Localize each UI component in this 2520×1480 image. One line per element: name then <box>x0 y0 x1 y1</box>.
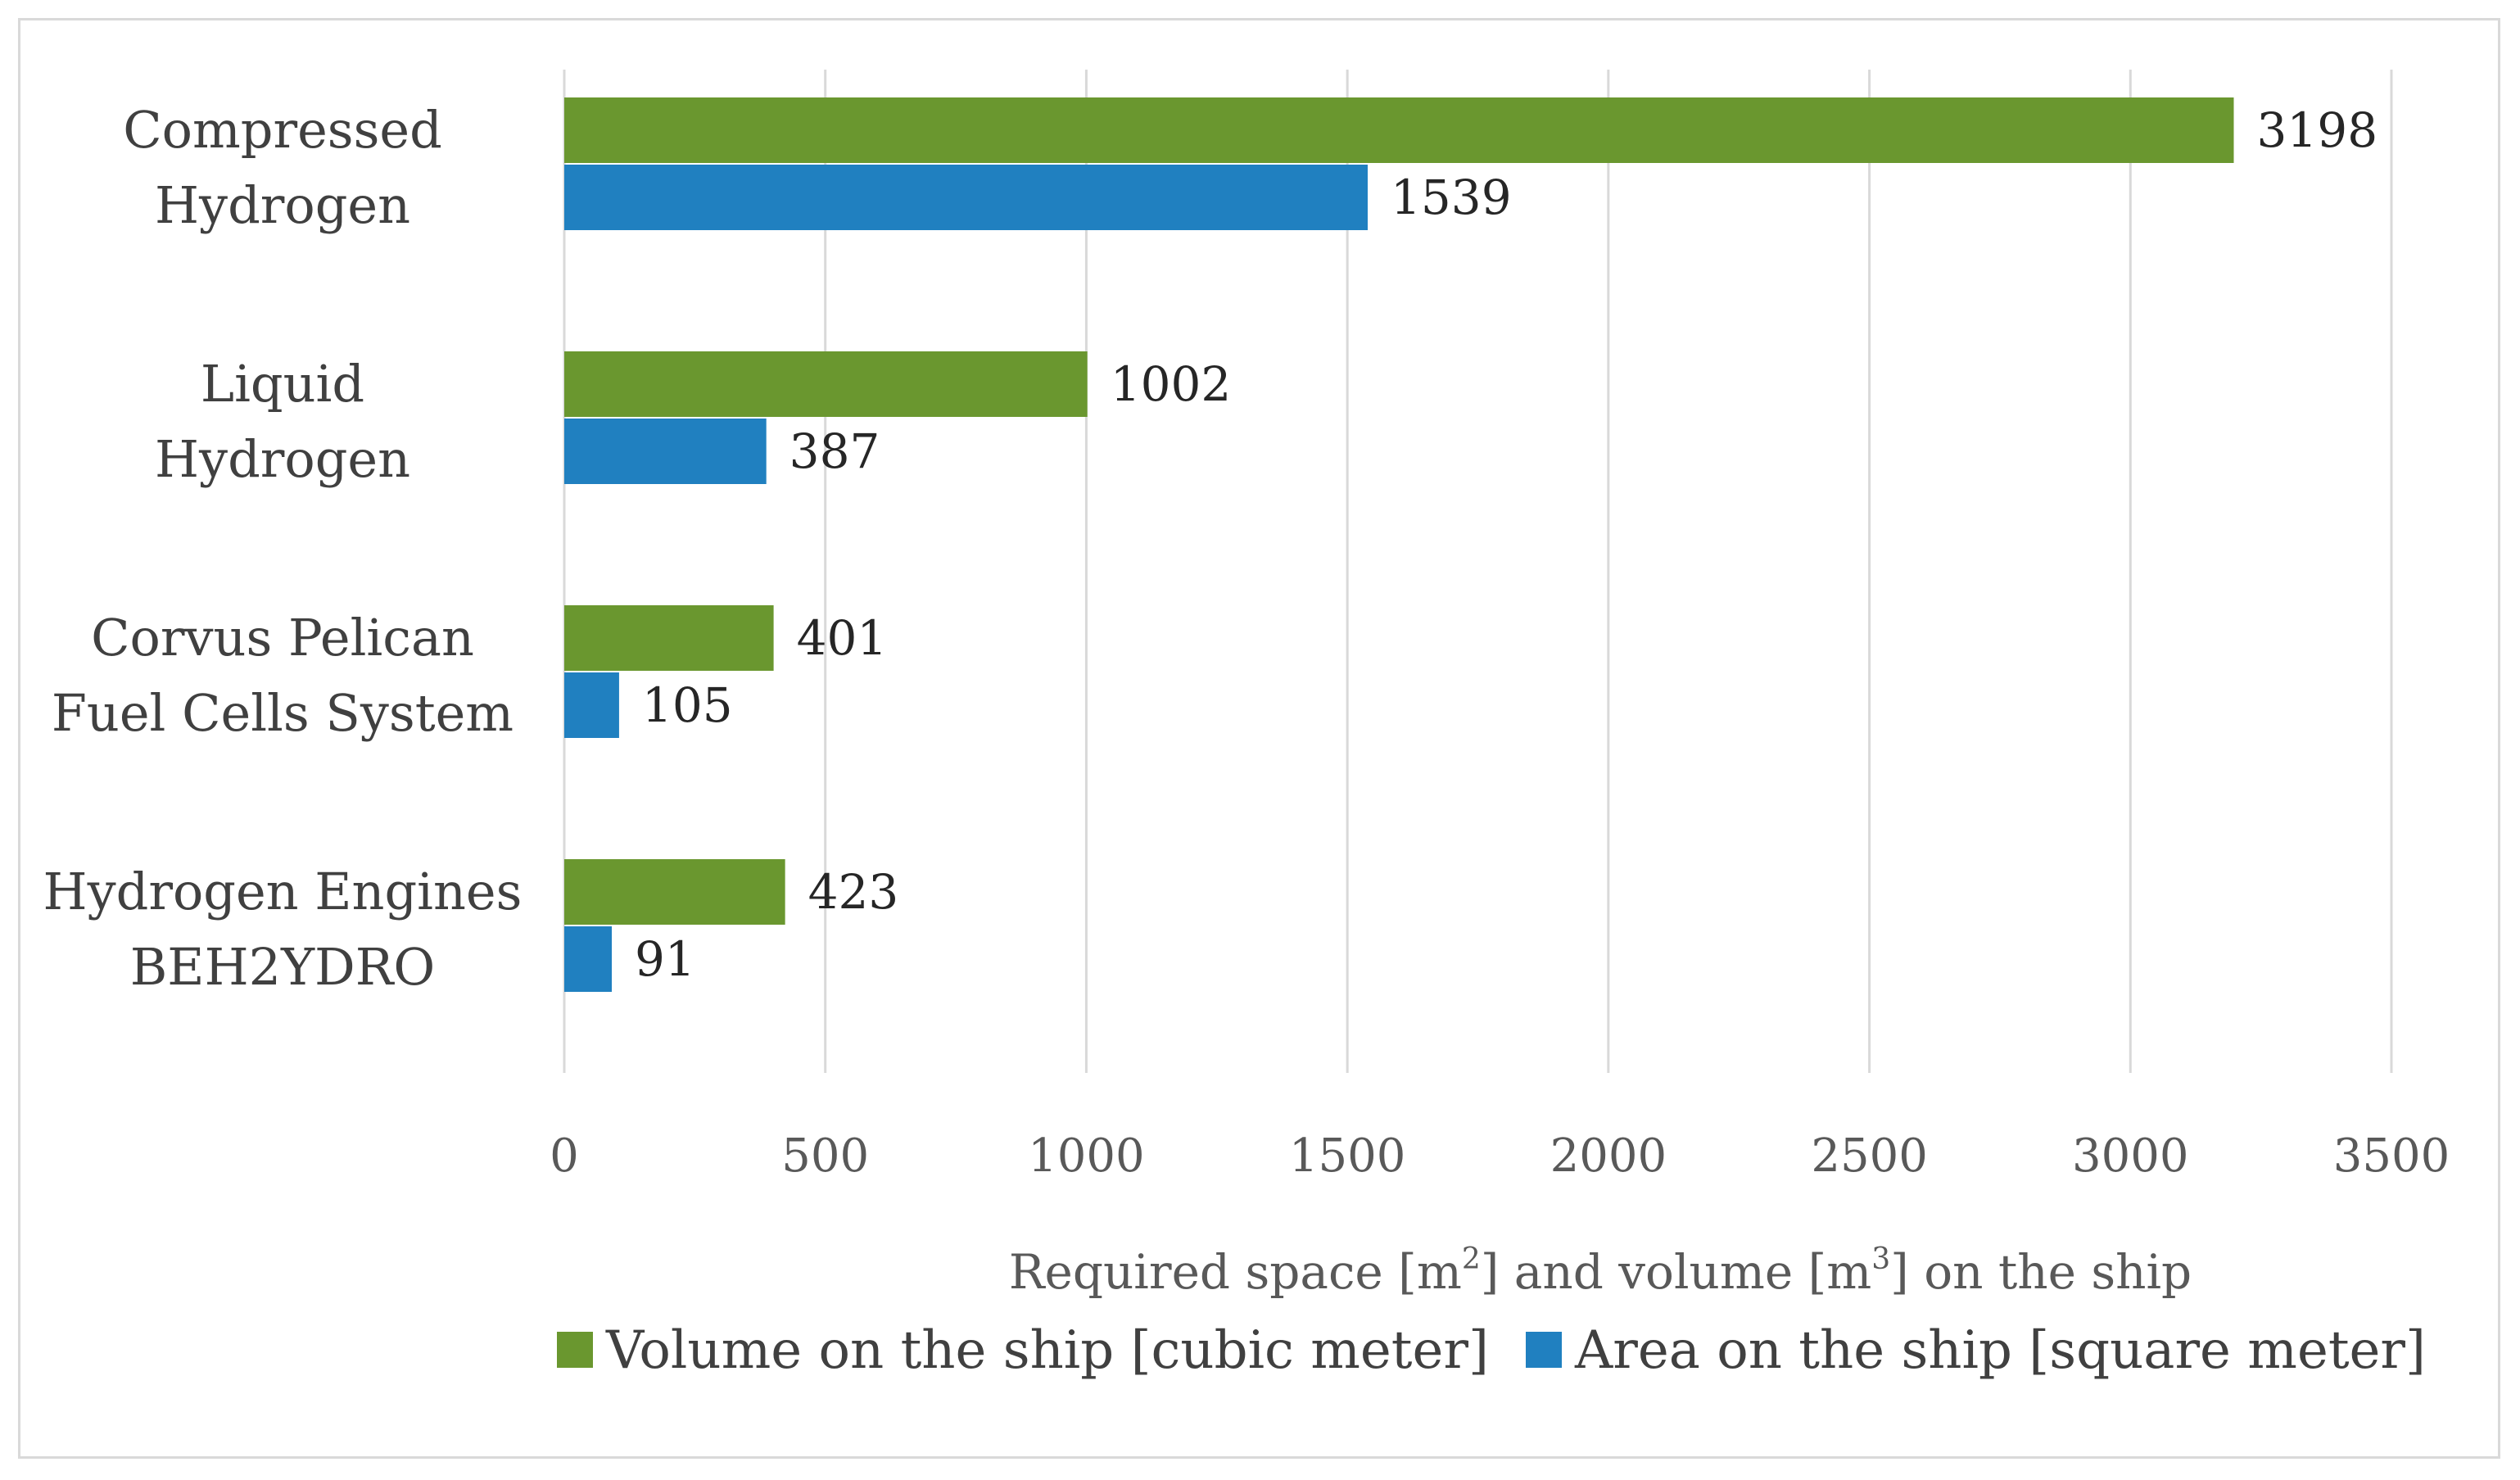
legend-swatch-volume <box>557 1332 593 1368</box>
legend: Volume on the ship [cubic meter] Area on … <box>557 1320 2426 1381</box>
legend-swatch-area <box>1526 1332 1562 1368</box>
x-tick-label: 500 <box>781 1129 869 1183</box>
x-tick-label: 1000 <box>1028 1129 1145 1183</box>
value-labels: 3198 1539 1002 387 401 105 423 91 <box>635 102 2377 987</box>
data-label: 91 <box>635 931 695 987</box>
x-tick-label: 3500 <box>2333 1129 2450 1183</box>
category-label: Corvus Pelican Fuel Cells System <box>52 608 514 743</box>
x-tick-label: 2500 <box>1811 1129 1928 1183</box>
data-label: 387 <box>789 423 880 479</box>
bars <box>564 97 2234 992</box>
bar-area-2 <box>564 672 619 738</box>
chart-frame <box>18 18 2500 1459</box>
bar-area-3 <box>564 926 613 992</box>
category-label: Liquid Hydrogen <box>155 354 410 489</box>
data-label: 1002 <box>1111 356 1232 412</box>
data-label: 105 <box>642 677 733 733</box>
category-labels: Compressed Hydrogen Liquid Hydrogen Corvus P… <box>43 100 523 997</box>
category-label: Compressed Hydrogen <box>123 100 442 235</box>
category-label: Hydrogen Engines BEH2YDRO <box>43 862 523 997</box>
bar-volume-3 <box>564 859 785 925</box>
data-label: 423 <box>808 864 899 920</box>
x-tick-label: 1500 <box>1289 1129 1406 1183</box>
data-label: 1539 <box>1391 170 1512 225</box>
bar-area-0 <box>564 165 1369 230</box>
data-label: 3198 <box>2256 102 2377 158</box>
x-tick-label: 0 <box>550 1129 579 1183</box>
x-axis-title: Required space [m2] and volume [m3] on t… <box>1009 1242 2192 1300</box>
bar-volume-2 <box>564 605 774 671</box>
bar-volume-1 <box>564 351 1088 417</box>
data-label: 401 <box>797 610 888 666</box>
bar-area-1 <box>564 419 767 484</box>
x-tick-labels: 0 500 1000 1500 2000 2500 3000 3500 <box>550 1129 2450 1183</box>
x-tick-label: 3000 <box>2072 1129 2189 1183</box>
legend-label-volume: Volume on the ship [cubic meter] <box>605 1320 1489 1381</box>
legend-label-area: Area on the ship [square meter] <box>1574 1320 2426 1381</box>
x-tick-label: 2000 <box>1550 1129 1667 1183</box>
bar-volume-0 <box>564 97 2234 163</box>
